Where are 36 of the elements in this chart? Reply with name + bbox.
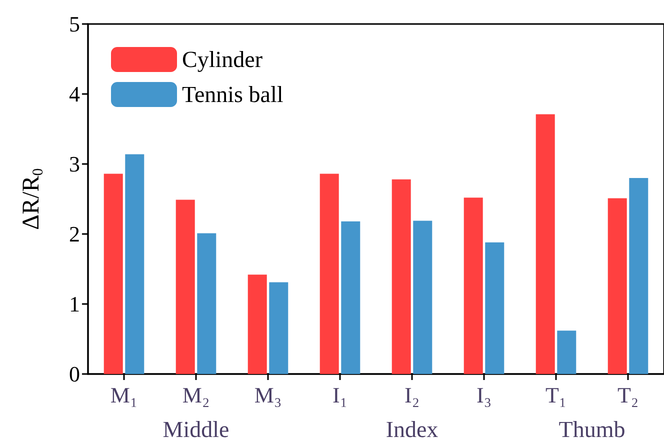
legend-label: Tennis ball: [182, 82, 284, 107]
x-tick-label: T₁: [545, 382, 567, 408]
x-tick-label: I₂: [404, 382, 420, 408]
text: Middle: [162, 417, 230, 442]
x-tick-label: I₁: [332, 382, 348, 408]
y-tick-label: 4: [69, 82, 80, 106]
bar: [248, 274, 267, 374]
x-tick-label: T₂: [617, 382, 639, 408]
text: Index: [386, 417, 439, 442]
x-tick-label: M₃: [254, 382, 282, 408]
y-tick-label: 0: [69, 362, 80, 386]
x-tick-label: I₃: [476, 382, 492, 408]
bar: [485, 242, 504, 374]
x-tick-label: M₁: [110, 382, 138, 408]
legend-label: Cylinder: [182, 47, 263, 72]
y-tick-label: 3: [69, 152, 80, 176]
bar: [197, 233, 216, 374]
bar: [629, 178, 648, 374]
bar: [464, 198, 483, 374]
bar: [341, 221, 360, 374]
y-tick-label: 2: [69, 222, 80, 246]
bar: [104, 174, 123, 374]
y-tick-label: 1: [69, 292, 80, 316]
bar: [320, 174, 339, 374]
y-axis-title: ΔR/R0: [18, 168, 46, 230]
x-tick-label: M₂: [182, 382, 210, 408]
y-tick-label: 5: [69, 12, 80, 36]
text: Thumb: [558, 417, 626, 442]
bar: [176, 200, 195, 374]
bar: [269, 282, 288, 374]
bar: [125, 154, 144, 374]
bar: [392, 179, 411, 374]
bar: [413, 220, 432, 374]
bar: [557, 330, 576, 374]
bar: [608, 198, 627, 374]
bar: [536, 114, 555, 374]
